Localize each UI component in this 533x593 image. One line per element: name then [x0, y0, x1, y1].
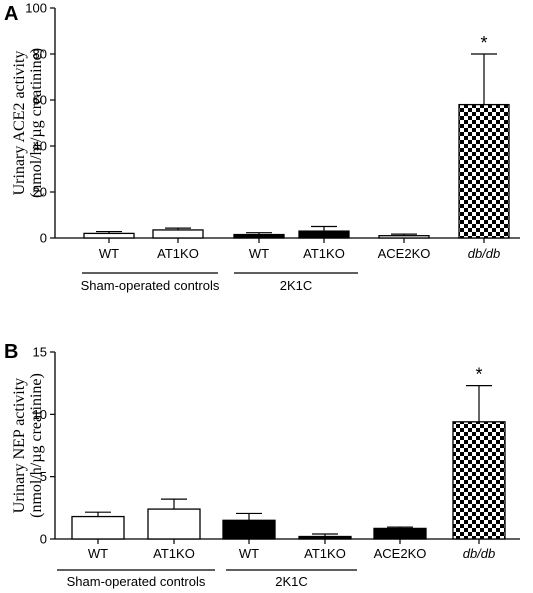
y-tick-label: 100: [25, 1, 47, 16]
y-axis-label: (nmol/h/µg creatinine): [28, 373, 45, 518]
bar: [222, 519, 276, 540]
x-tick-label: WT: [249, 246, 269, 261]
y-tick-label: 0: [40, 532, 47, 547]
y-tick-label: 20: [33, 185, 47, 200]
x-tick-label: WT: [239, 546, 259, 561]
bar: [147, 508, 201, 540]
x-tick-label: WT: [99, 246, 119, 261]
y-tick-label: 0: [40, 231, 47, 246]
bar: [378, 235, 430, 239]
group-label: Sham-operated controls: [81, 278, 220, 293]
bar: [233, 233, 285, 239]
panel-letter: A: [4, 3, 18, 25]
x-tick-label: ACE2KO: [374, 546, 427, 561]
y-tick-label: 10: [33, 407, 47, 422]
x-tick-label: AT1KO: [157, 246, 199, 261]
x-tick-label: db/db: [463, 546, 496, 561]
bar: [298, 230, 350, 239]
group-label: Sham-operated controls: [67, 574, 206, 589]
bar: [298, 535, 352, 540]
bar: [452, 421, 506, 540]
y-tick-label: 60: [33, 93, 47, 108]
bar: [373, 527, 427, 540]
x-tick-label: db/db: [468, 246, 501, 261]
y-tick-label: 80: [33, 47, 47, 62]
x-tick-label: WT: [88, 546, 108, 561]
y-tick-label: 15: [33, 345, 47, 360]
bar: [458, 103, 510, 239]
panel-b: B Urinary NEP activity (nmol/h/µg creatini…: [4, 341, 520, 589]
x-tick-label: AT1KO: [153, 546, 195, 561]
y-tick-label: 5: [40, 469, 47, 484]
bar: [83, 232, 135, 239]
panel-letter: B: [4, 341, 18, 363]
significance-marker: *: [475, 365, 482, 385]
panel-a: A Urinary ACE2 activity (nmol/hr/µg creati…: [4, 1, 520, 293]
y-axis-label: (nmol/hr/µg creatinine): [28, 48, 45, 198]
x-tick-label: AT1KO: [304, 546, 346, 561]
bar: [152, 229, 204, 239]
bar: [71, 515, 125, 540]
y-axis-label: Urinary NEP activity: [11, 378, 28, 513]
x-tick-label: ACE2KO: [378, 246, 431, 261]
group-label: 2K1C: [275, 574, 308, 589]
x-tick-label: AT1KO: [303, 246, 345, 261]
significance-marker: *: [480, 33, 487, 53]
y-tick-label: 40: [33, 139, 47, 154]
y-axis-label: Urinary ACE2 activity: [11, 51, 28, 196]
group-label: 2K1C: [280, 278, 313, 293]
